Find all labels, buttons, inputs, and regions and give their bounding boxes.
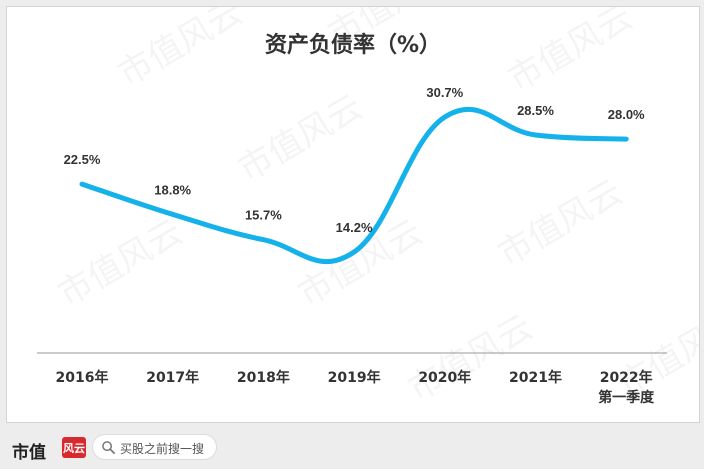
watermark-text: 市值风云 xyxy=(402,307,540,410)
watermark-text: 市值风云 xyxy=(492,172,630,275)
data-label: 28.0% xyxy=(608,107,645,122)
footer-bar: 市值 风云 买股之前搜一搜 xyxy=(0,428,704,469)
x-tick-label: 第一季度 xyxy=(598,389,655,406)
data-label: 15.7% xyxy=(245,208,282,223)
data-label: 14.2% xyxy=(336,220,373,235)
x-tick-label: 2022年 xyxy=(600,369,653,386)
data-label: 22.5% xyxy=(64,152,101,167)
brand-logo-seal: 风云 xyxy=(62,437,86,458)
watermark-text: 市值风云 xyxy=(502,7,640,100)
chart-title: 资产负债率（%） xyxy=(265,32,441,58)
watermark-text: 市值风云 xyxy=(232,87,370,190)
x-tick-label: 2018年 xyxy=(237,369,290,386)
watermark-text: 市值风云 xyxy=(52,212,190,315)
x-tick-label: 2016年 xyxy=(56,369,109,386)
x-tick-label: 2021年 xyxy=(509,369,562,386)
data-label: 30.7% xyxy=(426,85,463,100)
data-label: 28.5% xyxy=(517,103,554,118)
search-icon xyxy=(102,441,115,454)
series-line xyxy=(79,106,629,265)
data-label: 18.8% xyxy=(154,182,191,197)
watermark-text: 市值风云 xyxy=(112,7,250,95)
x-tick-label: 2017年 xyxy=(146,369,199,386)
x-tick-label: 2019年 xyxy=(328,369,381,386)
line-chart: 市值风云市值风云市值风云市值风云市值风云市值风云市值风云市值风云市值风云 资产负… xyxy=(37,7,699,410)
brand-logo-text: 市值 xyxy=(12,443,46,463)
x-tick-label: 2020年 xyxy=(418,369,471,386)
chart-frame: 市值风云市值风云市值风云市值风云市值风云市值风云市值风云市值风云市值风云 资产负… xyxy=(6,6,700,423)
search-placeholder: 买股之前搜一搜 xyxy=(120,442,205,456)
search-box[interactable]: 买股之前搜一搜 xyxy=(92,434,217,460)
